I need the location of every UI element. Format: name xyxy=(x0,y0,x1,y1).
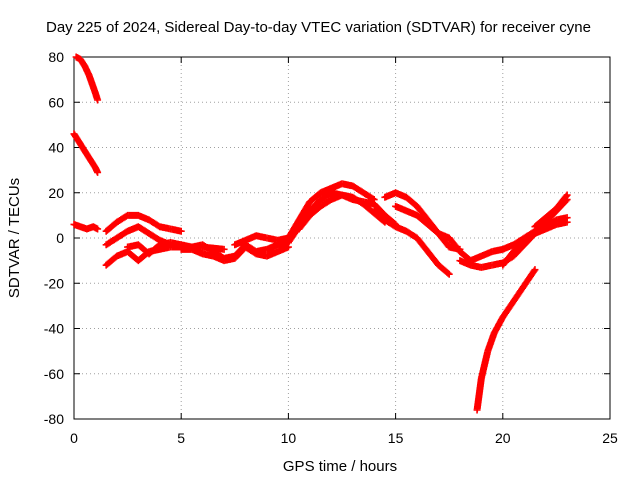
data-point-trail xyxy=(393,203,452,241)
y-tick-label: -40 xyxy=(44,321,64,337)
data-point-trail xyxy=(103,211,184,235)
y-tick-label: 80 xyxy=(48,49,64,65)
y-tick-label: 0 xyxy=(56,230,64,246)
data-point-trail xyxy=(371,208,452,277)
data-point-trail xyxy=(232,232,291,248)
x-tick-label: 25 xyxy=(602,430,618,446)
y-tick-label: -80 xyxy=(44,411,64,427)
series-arc-8 xyxy=(177,243,292,265)
y-tick-label: 20 xyxy=(48,185,64,201)
data-point-trail xyxy=(179,244,291,264)
y-tick-label: -20 xyxy=(44,275,64,291)
axis-ticks: 0 5 10 15 20 25 -80 -60 -40 -20 0 20 40 60 80 xyxy=(44,49,618,446)
data-point-trail xyxy=(532,192,570,230)
data-point-trail xyxy=(71,131,101,175)
chart-title: Day 225 of 2024, Sidereal Day-to-day VTE… xyxy=(46,19,591,36)
x-tick-label: 5 xyxy=(177,430,185,446)
data-point-trail xyxy=(285,180,377,241)
data-points xyxy=(70,53,571,414)
series-arc-14 xyxy=(370,207,453,278)
x-axis-label: GPS time / hours xyxy=(283,458,397,475)
x-tick-label: 0 xyxy=(70,430,78,446)
series-arc-3 xyxy=(70,220,102,233)
series-arc-11 xyxy=(284,180,378,242)
y-axis-label: SDTVAR / TECUs xyxy=(6,178,23,298)
series-arc-19 xyxy=(499,218,571,269)
y-tick-label: -60 xyxy=(44,366,64,382)
series-arc-2 xyxy=(70,130,102,176)
y-tick-label: 40 xyxy=(48,140,64,156)
data-point-trail xyxy=(500,218,570,268)
y-tick-label: 60 xyxy=(48,94,64,110)
x-tick-label: 10 xyxy=(281,430,297,446)
data-point-trail xyxy=(473,267,538,412)
series-arc-5 xyxy=(102,223,174,249)
data-point-trail xyxy=(73,54,101,103)
data-point-trail xyxy=(71,221,101,232)
series-arc-4 xyxy=(102,211,185,235)
x-tick-label: 15 xyxy=(388,430,404,446)
series-arc-20 xyxy=(531,191,571,231)
series-arc-1 xyxy=(72,53,102,104)
series-arc-18 xyxy=(473,266,539,414)
x-tick-label: 20 xyxy=(495,430,511,446)
